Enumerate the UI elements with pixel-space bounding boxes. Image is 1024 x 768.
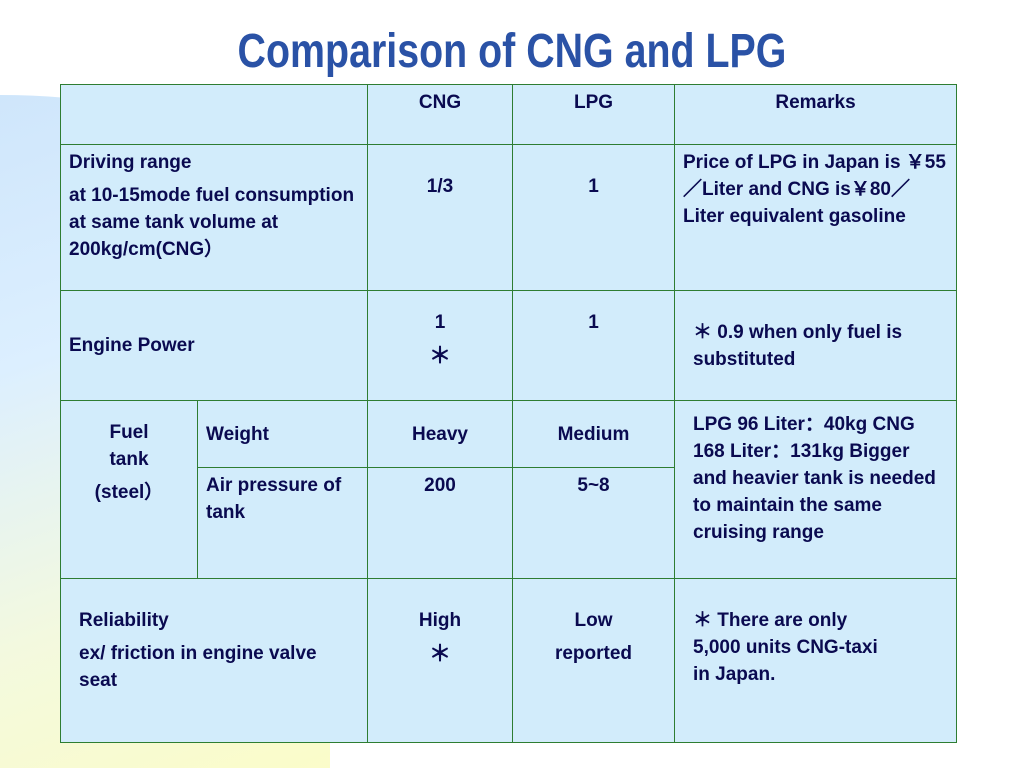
engine-power-cng: 1 [434, 312, 446, 333]
driving-range-cng: 1/3 [367, 144, 513, 291]
reliability-detail: ex/ friction in engine valve seat [79, 643, 317, 691]
fuel-tank-label-line2: tank [109, 449, 149, 470]
reliability-lpg-line2: reported [554, 643, 633, 664]
reliability-cng-cell: High ＊ [367, 578, 513, 743]
engine-power-label: Engine Power [60, 290, 368, 401]
driving-range-lpg: 1 [512, 144, 675, 291]
reliability-remarks: ＊ There are only 5,000 units CNG-taxi in… [674, 578, 957, 743]
engine-power-row: Engine Power 1 ＊ 1 ＊ 0.9 when only fuel … [60, 290, 957, 401]
header-cng: CNG [367, 84, 513, 145]
reliability-cng-mark: ＊ [428, 641, 451, 666]
header-lpg: LPG [512, 84, 675, 145]
comparison-table: CNG LPG Remarks Driving range at 10-15mo… [60, 84, 957, 743]
fuel-tank-remarks: LPG 96 Liter：40kg CNG 168 Liter：131kg Bi… [674, 400, 957, 579]
reliability-lpg-line1: Low [574, 610, 613, 631]
fuel-tank-label-line3: (steel） [94, 482, 164, 503]
fuel-tank-pressure-lpg: 5~8 [512, 467, 675, 579]
engine-power-cng-mark: ＊ [428, 343, 451, 368]
driving-range-label: Driving range [69, 152, 192, 173]
driving-range-label-cell: Driving range at 10-15mode fuel consumpt… [60, 144, 368, 291]
driving-range-row: Driving range at 10-15mode fuel consumpt… [60, 144, 957, 291]
engine-power-remarks: ＊ 0.9 when only fuel is substituted [674, 290, 957, 401]
header-row: CNG LPG Remarks [60, 84, 957, 145]
fuel-tank-weight-label: Weight [197, 400, 368, 468]
fuel-tank-weight-row: Fuel tank (steel） Weight Heavy Medium LP… [60, 400, 957, 579]
fuel-tank-pressure-cng: 200 [367, 467, 513, 579]
reliability-lpg-cell: Low reported [512, 578, 675, 743]
reliability-cng: High [418, 610, 462, 631]
header-blank-cell [60, 84, 368, 145]
header-remarks: Remarks [674, 84, 957, 145]
fuel-tank-weight-lpg: Medium [512, 400, 675, 468]
fuel-tank-weight-cng: Heavy [367, 400, 513, 468]
reliability-label-cell: Reliability ex/ friction in engine valve… [60, 578, 368, 743]
slide-title: Comparison of CNG and LPG [237, 25, 787, 78]
engine-power-lpg: 1 [512, 290, 675, 401]
fuel-tank-label-cell: Fuel tank (steel） [60, 400, 198, 579]
driving-range-remarks: Price of LPG in Japan is ￥55／Liter and C… [674, 144, 957, 291]
fuel-tank-pressure-row: Air pressure of tank 200 5~8 [61, 467, 957, 579]
reliability-label: Reliability [79, 610, 169, 631]
engine-power-cng-cell: 1 ＊ [367, 290, 513, 401]
fuel-tank-pressure-label: Air pressure of tank [197, 467, 368, 579]
reliability-row: Reliability ex/ friction in engine valve… [60, 578, 957, 743]
driving-range-detail: at 10-15mode fuel consumption at same ta… [69, 185, 355, 260]
fuel-tank-label-line1: Fuel [109, 422, 149, 443]
